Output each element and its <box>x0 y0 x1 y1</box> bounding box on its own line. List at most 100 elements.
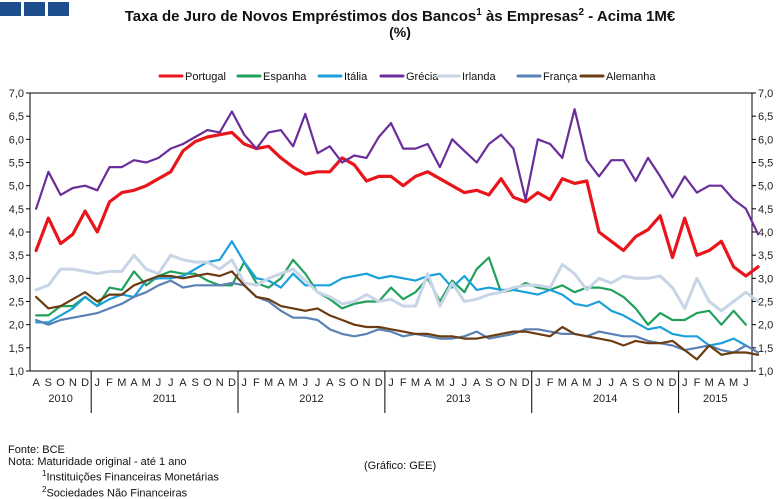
y-tick-label-right: 2,5 <box>758 297 773 309</box>
x-month-label: D <box>81 377 89 389</box>
series-line-frança <box>34 279 760 354</box>
x-month-label: S <box>192 377 199 389</box>
x-month-label: O <box>56 377 65 389</box>
x-month-label: F <box>547 377 554 389</box>
x-month-label: N <box>509 377 517 389</box>
x-month-label: M <box>558 377 567 389</box>
legend-label: Grécia <box>406 71 439 83</box>
footnote-1: 1Instituições Financeiras Monetárias <box>8 468 219 484</box>
x-month-label: A <box>32 377 40 389</box>
x-month-label: S <box>632 377 639 389</box>
x-year-label: 2010 <box>48 393 72 405</box>
y-tick-label-left: 2,5 <box>9 297 24 309</box>
series-line-portugal <box>34 130 760 278</box>
x-month-label: J <box>682 377 688 389</box>
x-month-label: F <box>106 377 113 389</box>
chart-credit: (Gráfico: GEE) <box>364 460 437 472</box>
y-tick-label-left: 4,0 <box>9 227 24 239</box>
x-month-label: F <box>694 377 701 389</box>
x-month-label: A <box>179 377 187 389</box>
x-month-label: S <box>45 377 52 389</box>
legend-label: Irlanda <box>462 71 497 83</box>
x-month-label: S <box>485 377 492 389</box>
brand-square-3 <box>48 2 69 16</box>
x-month-label: M <box>289 377 298 389</box>
x-month-label: M <box>435 377 444 389</box>
x-month-label: O <box>497 377 506 389</box>
x-month-label: J <box>449 377 455 389</box>
y-tick-label-right: 2,0 <box>758 320 773 332</box>
y-tick-label-left: 3,0 <box>9 273 24 285</box>
brand-square-2 <box>24 2 45 16</box>
x-month-label: M <box>411 377 420 389</box>
chart-subtitle: (%) <box>389 24 411 40</box>
title-text-mid: às Empresas <box>481 8 579 25</box>
legend-label: Itália <box>344 71 368 83</box>
y-tick-label-left: 4,5 <box>9 204 24 216</box>
x-month-label: O <box>644 377 653 389</box>
y-tick-label-right: 6,0 <box>758 134 773 146</box>
x-month-label: A <box>718 377 726 389</box>
x-month-label: A <box>424 377 432 389</box>
x-month-label: J <box>241 377 247 389</box>
x-month-label: A <box>277 377 285 389</box>
footnote-2: 2Sociedades Não Financeiras <box>8 484 219 499</box>
y-tick-label-right: 5,0 <box>758 181 773 193</box>
y-tick-label-right: 4,5 <box>758 204 773 216</box>
x-month-label: M <box>582 377 591 389</box>
footnote-1-text: Instituições Financeiras Monetárias <box>46 471 219 484</box>
y-tick-label-right: 7,0 <box>758 88 773 100</box>
x-month-label: O <box>203 377 212 389</box>
x-month-label: J <box>315 377 321 389</box>
title-footnote-2: 2 <box>578 7 585 18</box>
x-month-label: D <box>668 377 676 389</box>
series-line-alemanha <box>34 270 760 361</box>
x-year-label: 2011 <box>153 393 177 405</box>
x-month-label: D <box>522 377 530 389</box>
y-tick-label-left: 6,0 <box>9 134 24 146</box>
series-line-irlanda <box>34 253 760 313</box>
title-footnote-1: 1 <box>476 7 482 18</box>
x-month-label: J <box>609 377 615 389</box>
x-month-label: A <box>620 377 628 389</box>
x-year-label: 2013 <box>446 393 470 405</box>
legend-label: Espanha <box>263 71 307 83</box>
x-month-label: N <box>363 377 371 389</box>
x-year-label: 2015 <box>703 393 727 405</box>
x-month-label: A <box>473 377 481 389</box>
y-tick-label-left: 5,5 <box>9 158 24 170</box>
x-year-label: 2014 <box>593 393 617 405</box>
y-tick-label-right: 3,0 <box>758 273 773 285</box>
x-month-label: D <box>228 377 236 389</box>
x-month-label: J <box>303 377 309 389</box>
y-tick-label-left: 1,0 <box>9 366 24 378</box>
y-tick-label-right: 5,5 <box>758 158 773 170</box>
x-month-label: F <box>253 377 260 389</box>
maturity-note: Nota: Maturidade original - até 1 ano <box>8 456 187 468</box>
x-month-label: J <box>462 377 468 389</box>
y-tick-label-left: 6,5 <box>9 111 24 123</box>
title-text: Taxa de Juro de Novos Empréstimos dos Ba… <box>124 8 477 25</box>
x-month-label: N <box>216 377 224 389</box>
x-month-label: N <box>69 377 77 389</box>
title-text-end: - Acima 1M€ <box>584 8 676 25</box>
series-line-itália <box>34 240 748 347</box>
source-note: Fonte: BCE <box>8 444 65 456</box>
series-line-grécia <box>34 108 760 236</box>
x-month-label: M <box>264 377 273 389</box>
y-tick-label-right: 1,0 <box>758 366 773 378</box>
series-line-espanha <box>34 256 748 326</box>
x-month-label: O <box>350 377 359 389</box>
y-tick-label-right: 6,5 <box>758 111 773 123</box>
footnote-2-text: Sociedades Não Financeiras <box>46 487 188 499</box>
x-year-label: 2012 <box>299 393 323 405</box>
y-tick-label-left: 2,0 <box>9 320 24 332</box>
line-chart: 1,0 1,0 1,5 1,5 2,0 2,0 2,5 2,5 3,0 3,0 3,5 3,5 4,0 4… <box>9 71 773 413</box>
y-tick-label-left: 7,0 <box>9 88 24 100</box>
x-month-label: A <box>130 377 138 389</box>
legend-label: Alemanha <box>606 71 656 83</box>
x-month-label: A <box>326 377 334 389</box>
y-tick-label-left: 1,5 <box>9 343 24 355</box>
x-month-label: J <box>743 377 749 389</box>
x-month-label: J <box>168 377 174 389</box>
